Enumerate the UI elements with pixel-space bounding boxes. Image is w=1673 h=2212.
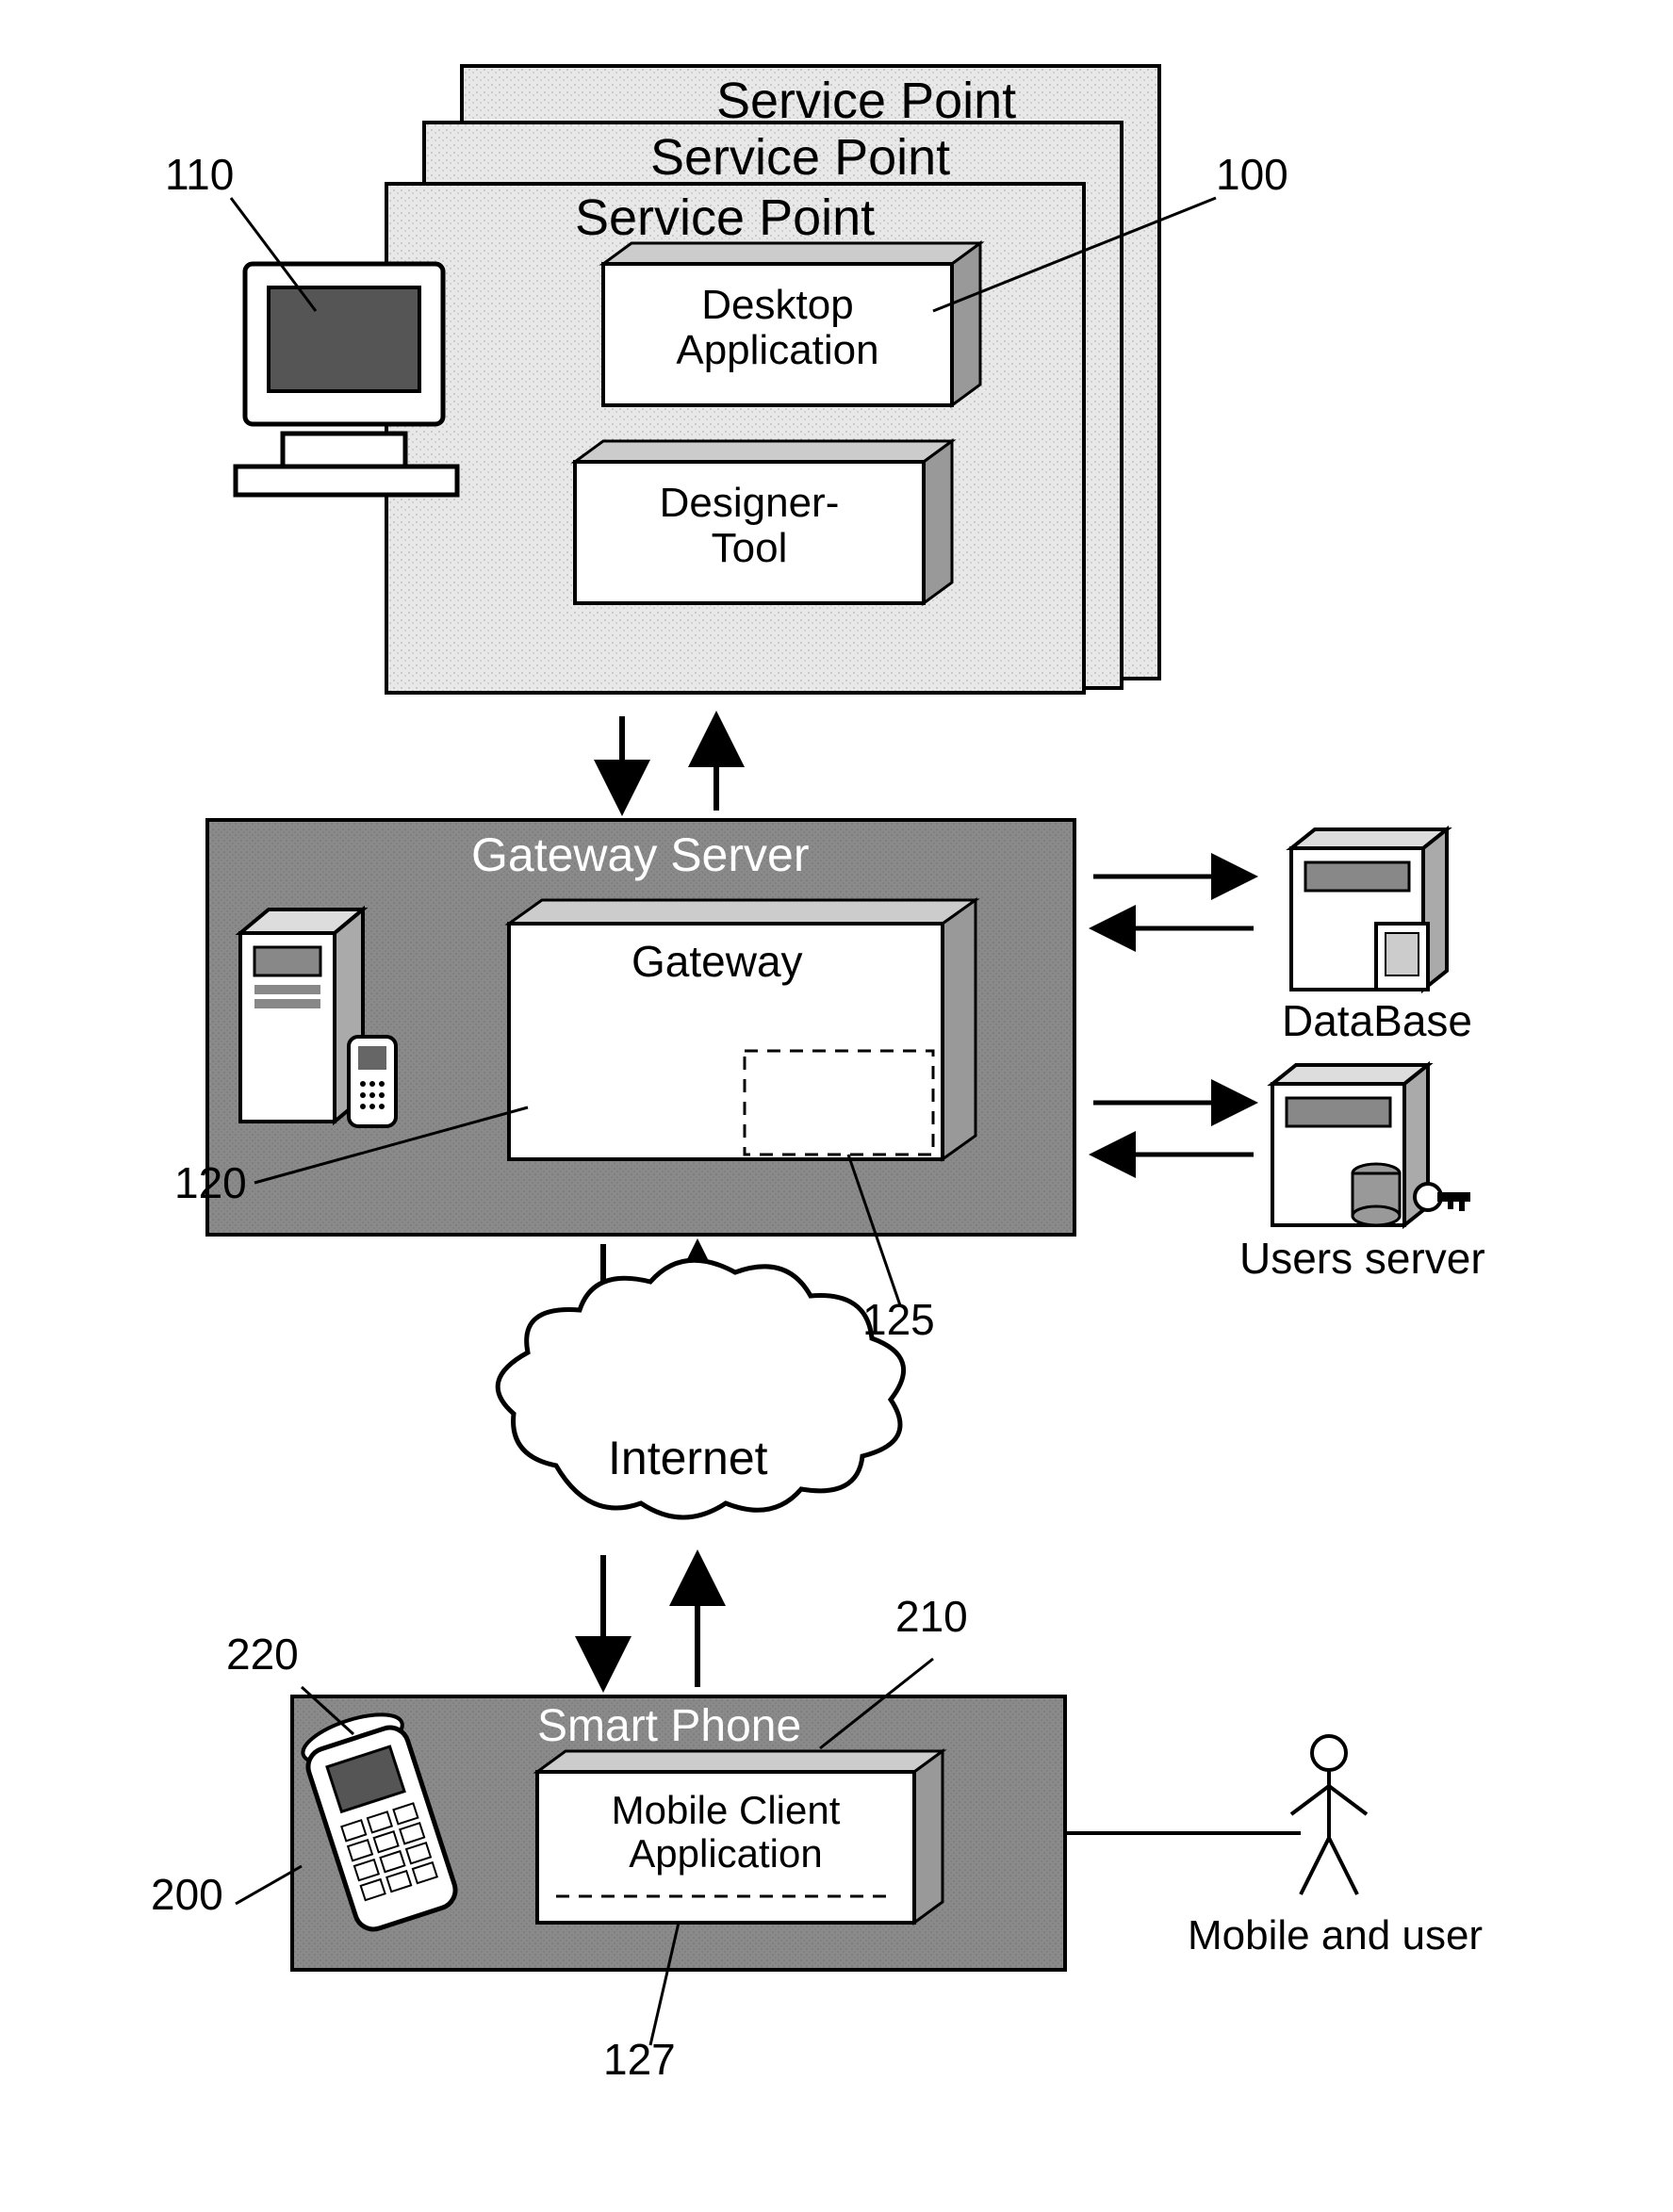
callout-120: 120 (174, 1159, 247, 1207)
diagram-canvas: Service Point Service Point Service Poin… (0, 0, 1673, 2212)
desktop-app-label: Desktop Application (603, 283, 952, 374)
callout-210: 210 (895, 1593, 968, 1641)
user-label: Mobile and user (1188, 1913, 1483, 1958)
users-server-label: Users server (1239, 1235, 1485, 1283)
smart-phone-title: Smart Phone (537, 1702, 801, 1752)
callout-100: 100 (1216, 151, 1288, 199)
gateway-server-title: Gateway Server (471, 829, 809, 881)
database-label: DataBase (1282, 997, 1472, 1045)
internet-label: Internet (608, 1433, 768, 1484)
service-point-label-2: Service Point (650, 130, 950, 186)
callout-127: 127 (603, 2036, 676, 2084)
mobile-client-label: Mobile Client Application (537, 1789, 914, 1876)
database-icon (1291, 829, 1447, 990)
gateway-label: Gateway (631, 938, 803, 986)
callout-220: 220 (226, 1630, 299, 1679)
callout-125: 125 (862, 1296, 935, 1344)
service-point-label-3: Service Point (716, 74, 1016, 129)
user-icon (1291, 1736, 1367, 1894)
users-server-icon (1272, 1065, 1470, 1225)
designer-tool-label: Designer- Tool (575, 481, 924, 572)
service-point-label-1: Service Point (575, 190, 875, 246)
callout-110: 110 (165, 151, 234, 199)
callout-200: 200 (151, 1871, 223, 1919)
